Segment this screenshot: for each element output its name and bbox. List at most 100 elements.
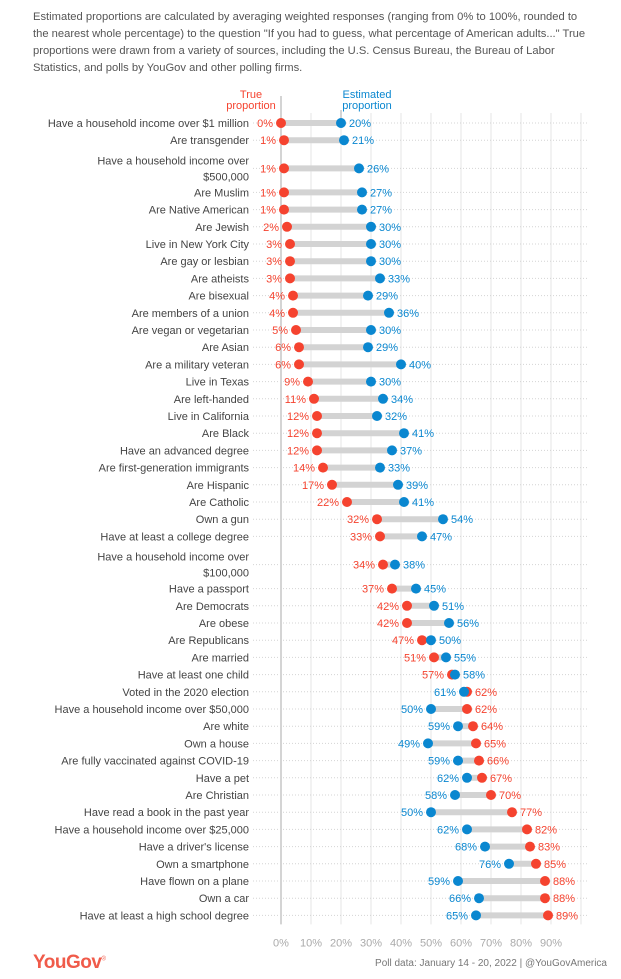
estimated-dot bbox=[462, 824, 472, 835]
true-value-label: 11% bbox=[285, 394, 306, 406]
true-dot bbox=[471, 738, 481, 749]
true-value-label: 65% bbox=[484, 738, 506, 750]
x-tick-label: 80% bbox=[510, 937, 532, 949]
estimated-dot bbox=[411, 583, 421, 594]
true-value-label: 17% bbox=[302, 480, 324, 492]
estimated-dot bbox=[438, 514, 448, 525]
true-value-label: 32% bbox=[347, 514, 369, 526]
estimated-value-label: 38% bbox=[403, 560, 425, 572]
estimated-value-label: 62% bbox=[437, 824, 459, 836]
true-dot bbox=[375, 531, 385, 542]
true-value-label: 12% bbox=[287, 445, 309, 457]
estimated-value-label: 65% bbox=[446, 910, 468, 922]
true-dot bbox=[279, 135, 289, 146]
true-value-label: 3% bbox=[266, 239, 282, 251]
estimated-value-label: 50% bbox=[401, 704, 423, 716]
true-value-label: 12% bbox=[287, 411, 309, 423]
true-value-label: 51% bbox=[404, 652, 426, 664]
legend-estimated-line2: proportion bbox=[342, 100, 392, 112]
estimated-dot bbox=[366, 256, 376, 267]
true-dot bbox=[276, 118, 286, 128]
row-label: Have a household income over $50,000 bbox=[55, 704, 249, 716]
row-label: Have a household income over $25,000 bbox=[55, 824, 249, 836]
true-dot bbox=[540, 876, 550, 886]
legend-true-line1: True bbox=[240, 89, 262, 101]
true-dot bbox=[318, 462, 328, 473]
estimated-value-label: 39% bbox=[406, 480, 428, 492]
estimated-dot bbox=[426, 635, 436, 646]
row-label: Are Muslim bbox=[194, 187, 249, 199]
estimated-dot bbox=[366, 221, 376, 232]
true-dot bbox=[342, 497, 352, 507]
estimated-dot bbox=[444, 618, 454, 628]
true-value-label: 12% bbox=[287, 428, 309, 440]
row-label: Have at least a high school degree bbox=[80, 910, 249, 922]
row-label: Are left-handed bbox=[174, 394, 249, 406]
true-dot bbox=[312, 428, 322, 439]
true-dot bbox=[468, 721, 478, 732]
estimated-dot bbox=[504, 858, 514, 869]
estimated-value-label: 66% bbox=[449, 893, 471, 905]
estimated-value-label: 58% bbox=[463, 670, 485, 682]
true-dot bbox=[303, 376, 313, 387]
estimated-value-label: 37% bbox=[400, 445, 422, 457]
x-tick-label: 30% bbox=[360, 937, 382, 949]
true-value-label: 22% bbox=[317, 497, 339, 509]
estimated-value-label: 68% bbox=[455, 842, 477, 854]
estimated-value-label: 59% bbox=[428, 721, 450, 733]
estimated-value-label: 33% bbox=[388, 463, 410, 475]
true-dot bbox=[540, 893, 550, 904]
true-value-label: 66% bbox=[487, 756, 509, 768]
true-value-label: 1% bbox=[260, 135, 276, 147]
estimated-dot bbox=[336, 118, 346, 128]
estimated-dot bbox=[375, 273, 385, 284]
row-label: Are first-generation immigrants bbox=[99, 463, 250, 475]
row-label: Have at least a college degree bbox=[100, 531, 249, 543]
estimated-dot bbox=[378, 393, 388, 404]
true-dot bbox=[522, 824, 532, 835]
estimated-value-label: 29% bbox=[376, 291, 398, 303]
estimated-value-label: 36% bbox=[397, 308, 419, 320]
row-label-line2: $500,000 bbox=[203, 171, 249, 183]
true-value-label: 1% bbox=[260, 205, 276, 217]
row-label: Are vegan or vegetarian bbox=[132, 325, 249, 337]
true-dot bbox=[543, 910, 553, 921]
true-dot bbox=[288, 307, 298, 318]
estimated-value-label: 49% bbox=[398, 738, 420, 750]
row-label: Have a household income over $1 million bbox=[48, 118, 249, 130]
true-dot bbox=[429, 652, 439, 663]
estimated-dot bbox=[459, 686, 469, 697]
estimated-dot bbox=[396, 359, 406, 370]
true-dot bbox=[327, 479, 337, 490]
estimated-dot bbox=[357, 187, 367, 198]
row-label: Own a gun bbox=[196, 514, 249, 526]
true-dot bbox=[474, 755, 484, 766]
row-label: Are Republicans bbox=[168, 635, 249, 647]
row-label: Live in California bbox=[168, 411, 250, 423]
x-tick-label: 90% bbox=[540, 937, 562, 949]
true-dot bbox=[285, 239, 295, 249]
row-label: Are obese bbox=[199, 618, 249, 630]
estimated-value-label: 21% bbox=[352, 135, 374, 147]
row-label: Are fully vaccinated against COVID-19 bbox=[61, 756, 249, 768]
row-label: Voted in the 2020 election bbox=[122, 687, 249, 699]
legend-true-line2: proportion bbox=[226, 100, 276, 112]
true-value-label: 6% bbox=[275, 342, 291, 354]
true-value-label: 42% bbox=[377, 618, 399, 630]
row-label: Are Asian bbox=[202, 342, 249, 354]
estimated-dot bbox=[339, 135, 349, 146]
true-value-label: 77% bbox=[520, 807, 542, 819]
true-dot bbox=[387, 583, 397, 594]
yougov-logo: YouGov® bbox=[33, 952, 106, 974]
true-dot bbox=[462, 704, 472, 714]
row-label: Are transgender bbox=[170, 135, 249, 147]
estimated-dot bbox=[453, 876, 463, 886]
estimated-dot bbox=[366, 325, 376, 335]
estimated-value-label: 50% bbox=[401, 807, 423, 819]
true-dot bbox=[285, 273, 295, 284]
estimated-dot bbox=[387, 445, 397, 456]
true-dot bbox=[486, 790, 496, 800]
estimated-dot bbox=[366, 376, 376, 387]
estimated-dot bbox=[390, 559, 400, 570]
estimated-value-label: 29% bbox=[376, 342, 398, 354]
